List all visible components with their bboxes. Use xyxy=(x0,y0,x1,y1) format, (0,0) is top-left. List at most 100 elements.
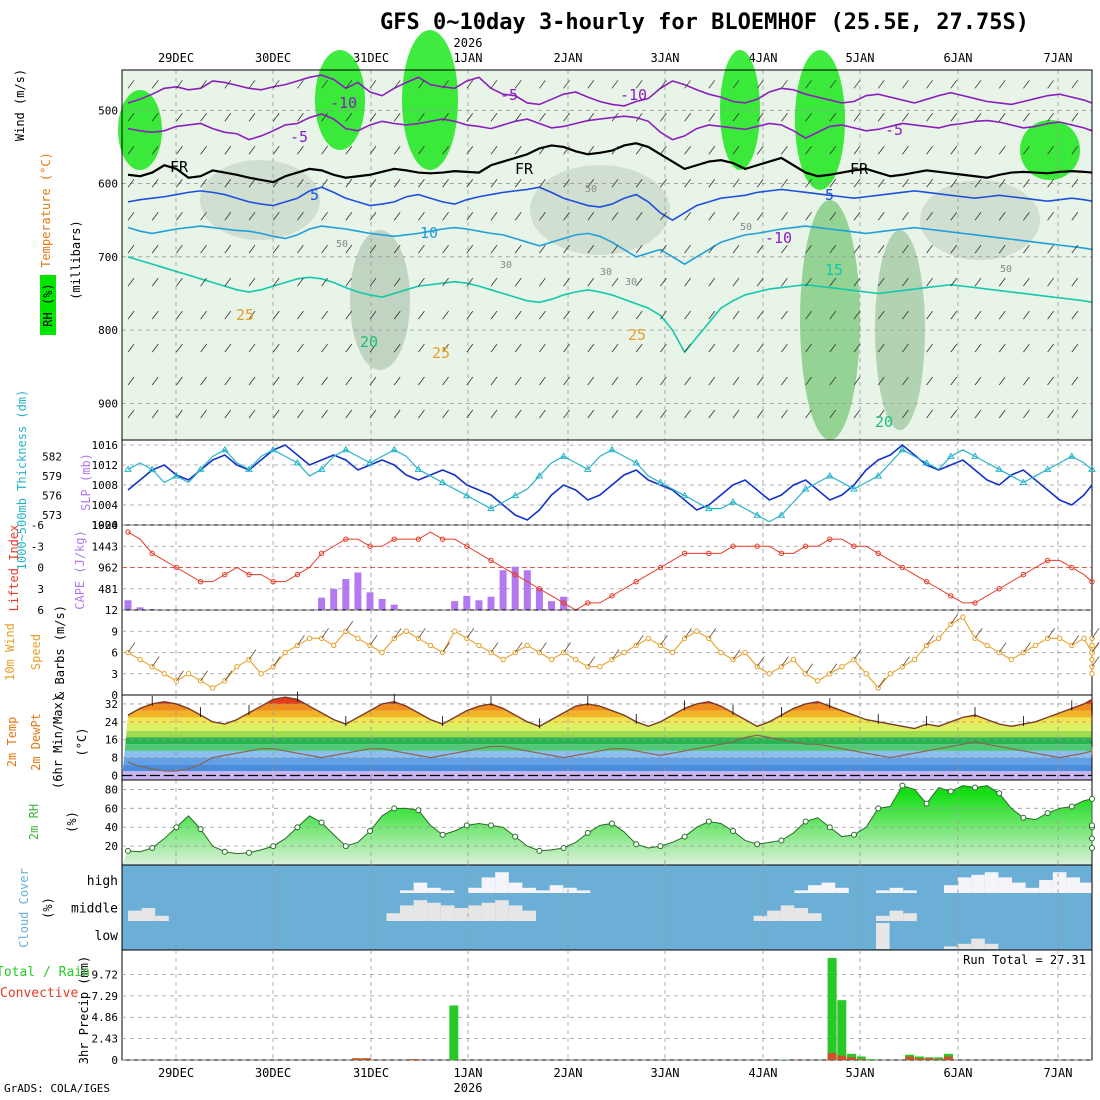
rh-shading-blob xyxy=(795,50,845,190)
wind-speed-marker xyxy=(984,642,990,649)
wind-barb xyxy=(974,113,982,122)
wind-speed-marker xyxy=(815,678,821,684)
wind-barb xyxy=(345,211,353,221)
wind-barb xyxy=(587,376,595,386)
wind-barb xyxy=(321,146,328,155)
wind-barb xyxy=(369,343,377,353)
contour-label: 5 xyxy=(310,186,319,204)
wind-barb xyxy=(248,211,256,221)
cloud-cell-high xyxy=(808,885,822,893)
wind-barb xyxy=(369,211,377,221)
temp-band xyxy=(122,724,1092,731)
wind-barb xyxy=(248,310,256,320)
y-tick-label: 4.86 xyxy=(92,1011,119,1024)
wind-barb xyxy=(1023,146,1030,155)
rh-shading-blob xyxy=(530,165,670,255)
wind-barb xyxy=(732,409,740,419)
ylabel-wind10m-a: 10m Wind xyxy=(3,623,17,681)
wind-barb xyxy=(248,343,256,353)
wind-barb xyxy=(1023,178,1030,188)
wind-barb xyxy=(926,277,933,287)
wind-barb xyxy=(345,146,353,155)
precip-total-bar xyxy=(856,1056,866,1060)
wind-speed-marker xyxy=(1089,656,1095,663)
wind-barb xyxy=(587,178,595,188)
wind-barb xyxy=(974,80,982,89)
lifted-index-marker xyxy=(464,543,470,549)
wind-barb xyxy=(490,310,498,320)
wind-barb xyxy=(877,113,885,122)
cloud-cell-high xyxy=(495,872,509,893)
wind-barb xyxy=(660,80,667,89)
lifted-index-marker xyxy=(536,586,543,592)
wind-barb xyxy=(732,310,740,320)
wind-barb xyxy=(200,244,207,254)
wind-barb xyxy=(272,656,281,667)
rh-shading-blob xyxy=(402,30,458,170)
wind-barb xyxy=(393,113,401,122)
wind-barb xyxy=(369,244,377,254)
wind-barb xyxy=(853,178,861,188)
ylabel-lifted-index: Lifted Index xyxy=(7,525,21,612)
wind-barb xyxy=(926,343,933,353)
wind-speed-marker xyxy=(1008,656,1014,663)
slp-line xyxy=(127,443,1093,521)
wind-barb xyxy=(418,628,426,639)
wind-barb xyxy=(829,343,837,353)
wind-speed-marker xyxy=(524,642,530,649)
ylabel-slp: SLP (mb) xyxy=(79,453,93,511)
wind-barb xyxy=(345,621,354,632)
rh-marker xyxy=(996,790,1003,797)
temp-line xyxy=(127,696,1093,730)
rh-marker xyxy=(657,843,664,850)
cape-bar xyxy=(366,592,374,610)
wind-barb xyxy=(684,178,691,188)
cloud-cell-high xyxy=(413,882,428,893)
y-tick-label: 12 xyxy=(105,604,118,617)
wind-barb xyxy=(539,409,546,419)
wind-barb xyxy=(902,343,909,353)
wind-barb xyxy=(926,376,933,386)
thickness-marker xyxy=(414,465,423,472)
wind-barb xyxy=(514,211,522,221)
wind-barb xyxy=(877,677,886,689)
wind-barb xyxy=(1071,635,1080,646)
wind-barb xyxy=(974,376,982,386)
wind-barb xyxy=(127,642,136,653)
wind-barb xyxy=(176,80,183,89)
isotherm-line xyxy=(127,256,1093,354)
cloud-cell-high xyxy=(1025,887,1040,893)
contour-label: FR xyxy=(850,160,869,178)
lifted-index-marker xyxy=(197,578,204,585)
wind-barb xyxy=(224,409,232,419)
lifted-index-marker xyxy=(827,536,833,542)
wind-barb xyxy=(926,409,933,419)
wind-barb xyxy=(1023,211,1030,221)
rh-marker xyxy=(197,826,204,833)
wind-barb xyxy=(660,376,667,386)
wind-speed-marker xyxy=(452,628,458,634)
wind-barb xyxy=(635,635,644,646)
wind-barb xyxy=(200,277,207,287)
wind-barb xyxy=(732,178,740,188)
wind-barb xyxy=(248,146,256,155)
precip-convective-bar xyxy=(827,1052,837,1060)
wind-barb xyxy=(611,376,619,386)
rh-shading-blob xyxy=(1020,120,1080,180)
lifted-index-marker xyxy=(512,571,518,578)
wind-barb xyxy=(587,80,595,89)
rh-marker xyxy=(342,843,349,850)
wind-speed-marker xyxy=(766,671,772,677)
wind-speed-marker xyxy=(427,642,434,649)
wind-barb xyxy=(950,80,958,89)
y-tick-label: 32 xyxy=(105,698,118,711)
wind-barb xyxy=(369,277,377,287)
wind-speed-marker xyxy=(548,656,555,663)
thickness-line xyxy=(127,449,1093,523)
y-tick-label: 9 xyxy=(111,625,118,638)
wind-barb xyxy=(902,113,909,122)
wind-barb xyxy=(1071,343,1079,353)
wind-barb xyxy=(297,343,304,353)
temp-band xyxy=(122,750,1092,758)
thickness-marker xyxy=(704,504,713,512)
